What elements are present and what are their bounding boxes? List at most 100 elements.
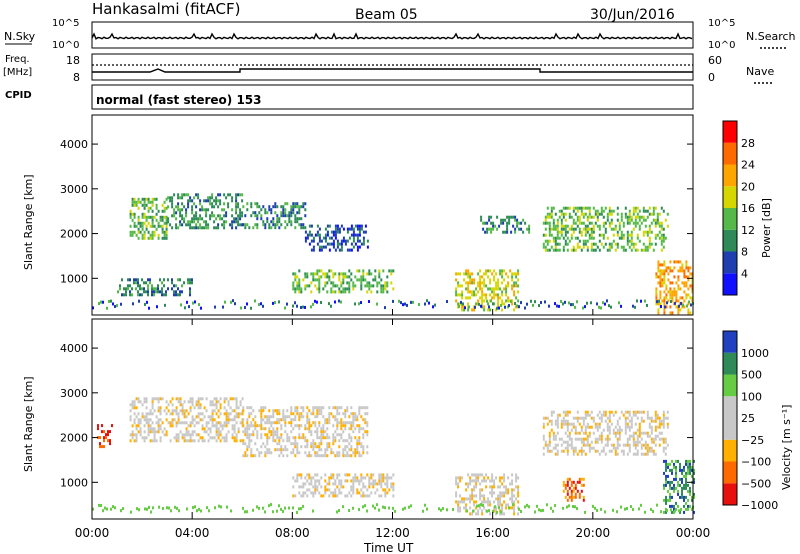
heatmap-cell (360, 224, 363, 228)
heatmap-cell (342, 485, 345, 489)
heatmap-cell (183, 415, 186, 419)
ground-scatter-cell (292, 304, 294, 308)
heatmap-cell (280, 223, 283, 227)
heatmap-cell (159, 409, 162, 413)
ground-scatter-cell (170, 509, 172, 513)
heatmap-cell (314, 473, 317, 477)
heatmap-cell (606, 428, 609, 432)
heatmap-cell (632, 431, 635, 435)
heatmap-cell (677, 260, 680, 264)
heatmap-cell (294, 418, 297, 422)
heatmap-cell (511, 287, 514, 291)
heatmap-cell (511, 284, 514, 288)
heatmap-cell (497, 287, 500, 291)
heatmap-cell (276, 418, 279, 422)
heatmap-cell (566, 492, 569, 496)
ground-scatter-cell (460, 300, 462, 304)
heatmap-cell (544, 248, 547, 252)
heatmap-cell (628, 245, 631, 249)
heatmap-cell (213, 403, 216, 407)
heatmap-cell (566, 230, 569, 234)
heatmap-cell (312, 409, 315, 413)
heatmap-cell (350, 248, 353, 252)
heatmap-cell (250, 454, 253, 458)
ground-scatter-cell (678, 509, 680, 513)
heatmap-cell (111, 424, 113, 428)
heatmap-cell (620, 428, 623, 432)
heatmap-cell (600, 209, 603, 213)
heatmap-cell (594, 437, 597, 441)
heatmap-cell (648, 425, 651, 429)
heatmap-cell (334, 290, 337, 294)
heatmap-cell (564, 483, 567, 487)
heatmap-cell (632, 206, 635, 210)
heatmap-cell (471, 473, 474, 477)
heatmap-cell (330, 230, 333, 234)
heatmap-cell (137, 281, 139, 285)
heatmap-cell (300, 406, 303, 410)
heatmap-cell (546, 242, 549, 246)
heatmap-cell (139, 433, 142, 437)
heatmap-cell (165, 218, 168, 222)
ground-scatter-cell (562, 506, 564, 510)
heatmap-cell (280, 433, 283, 437)
heatmap-cell (340, 281, 343, 285)
heatmap-cell (358, 269, 361, 273)
heatmap-cell (362, 275, 365, 279)
heatmap-cell (584, 410, 587, 414)
heatmap-cell (473, 494, 476, 498)
heatmap-cell (183, 281, 185, 285)
heatmap-cell (332, 281, 335, 285)
heatmap-cell (282, 205, 285, 209)
heatmap-cell (610, 209, 613, 213)
heatmap-cell (213, 226, 216, 230)
heatmap-cell (264, 226, 267, 230)
heatmap-cell (491, 491, 494, 495)
heatmap-cell (266, 220, 269, 224)
heatmap-cell (648, 236, 651, 240)
heatmap-cell (336, 476, 339, 480)
heatmap-cell (554, 236, 557, 240)
heatmap-cell (163, 278, 165, 282)
heatmap-cell (187, 205, 190, 209)
heatmap-cell (628, 446, 631, 450)
heatmap-cell (356, 479, 359, 483)
heatmap-cell (137, 290, 139, 294)
heatmap-cell (235, 415, 238, 419)
heatmap-cell (302, 205, 305, 209)
heatmap-cell (223, 208, 226, 212)
heatmap-cell (260, 217, 263, 221)
heatmap-cell (546, 446, 549, 450)
heatmap-cell (133, 418, 136, 422)
heatmap-cell (217, 433, 220, 437)
heatmap-cell (235, 211, 238, 215)
heatmap-cell (691, 465, 693, 469)
heatmap-cell (298, 412, 301, 416)
heatmap-cell (638, 218, 641, 222)
heatmap-cell (153, 436, 156, 440)
heatmap-cell (477, 509, 480, 513)
heatmap-cell (326, 230, 329, 234)
heatmap-cell (675, 507, 677, 511)
heatmap-cell (181, 403, 184, 407)
heatmap-cell (669, 305, 672, 309)
heatmap-cell (657, 308, 660, 312)
ground-scatter-cell (376, 302, 378, 306)
heatmap-cell (492, 227, 495, 231)
heatmap-cell (372, 473, 375, 477)
heatmap-cell (298, 290, 301, 294)
heatmap-cell (687, 275, 690, 279)
heatmap-cell (679, 495, 681, 499)
heatmap-cell (326, 448, 329, 452)
heatmap-cell (149, 233, 152, 237)
heatmap-cell (131, 218, 134, 222)
ground-scatter-cell (410, 300, 412, 304)
heatmap-cell (326, 454, 329, 458)
heatmap-cell (503, 494, 506, 498)
heatmap-cell (157, 430, 160, 434)
heatmap-cell (548, 440, 551, 444)
heatmap-cell (219, 430, 222, 434)
heatmap-cell (566, 422, 569, 426)
ground-scatter-cell (538, 304, 540, 308)
